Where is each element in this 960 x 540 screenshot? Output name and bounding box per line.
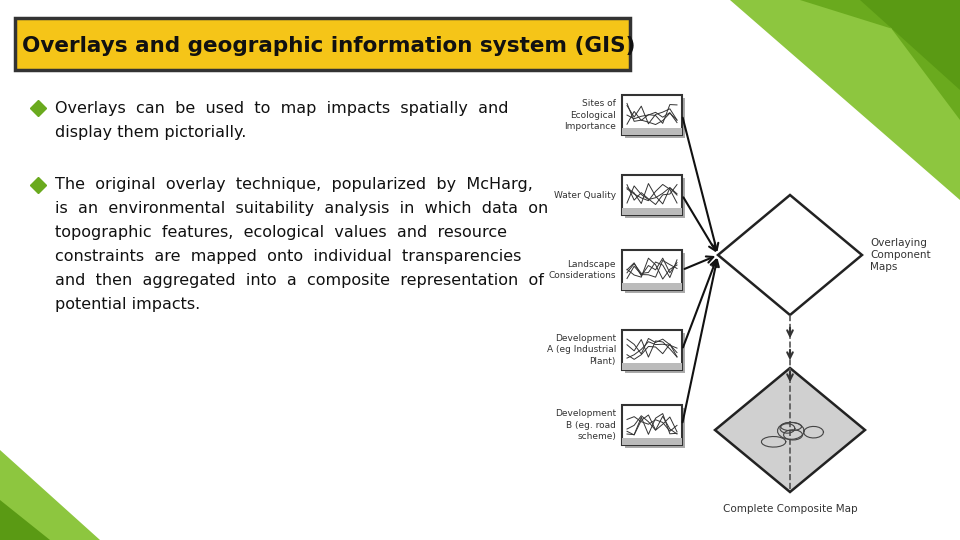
FancyBboxPatch shape <box>622 330 682 370</box>
Polygon shape <box>800 0 960 120</box>
Text: display them pictorially.: display them pictorially. <box>55 125 247 139</box>
Text: constraints  are  mapped  onto  individual  transparencies: constraints are mapped onto individual t… <box>55 249 521 265</box>
Text: and  then  aggregated  into  a  composite  representation  of: and then aggregated into a composite rep… <box>55 273 544 288</box>
FancyBboxPatch shape <box>625 408 685 448</box>
FancyBboxPatch shape <box>622 175 682 215</box>
Text: potential impacts.: potential impacts. <box>55 298 201 313</box>
Polygon shape <box>0 450 100 540</box>
Polygon shape <box>715 368 865 492</box>
Text: is  an  environmental  suitability  analysis  in  which  data  on: is an environmental suitability analysis… <box>55 201 548 217</box>
Text: Development
A (eg Industrial
Plant): Development A (eg Industrial Plant) <box>546 334 616 366</box>
FancyBboxPatch shape <box>625 98 685 138</box>
Text: Overlaying
Component
Maps: Overlaying Component Maps <box>870 238 930 272</box>
FancyBboxPatch shape <box>622 438 682 445</box>
FancyBboxPatch shape <box>622 95 682 135</box>
FancyBboxPatch shape <box>625 253 685 293</box>
Text: Complete Composite Map: Complete Composite Map <box>723 504 857 514</box>
Text: Overlays and geographic information system (GIS): Overlays and geographic information syst… <box>22 36 636 56</box>
FancyBboxPatch shape <box>622 405 682 445</box>
FancyBboxPatch shape <box>622 208 682 215</box>
Polygon shape <box>0 500 50 540</box>
FancyBboxPatch shape <box>622 128 682 135</box>
FancyBboxPatch shape <box>625 178 685 218</box>
Polygon shape <box>718 195 862 315</box>
FancyBboxPatch shape <box>625 333 685 373</box>
FancyBboxPatch shape <box>622 363 682 370</box>
Text: Sites of
Ecological
Importance: Sites of Ecological Importance <box>564 99 616 131</box>
FancyBboxPatch shape <box>622 283 682 290</box>
Text: The  original  overlay  technique,  popularized  by  McHarg,: The original overlay technique, populari… <box>55 178 533 192</box>
Text: Development
B (eg. road
scheme): Development B (eg. road scheme) <box>555 409 616 441</box>
FancyBboxPatch shape <box>622 250 682 290</box>
Text: Landscape
Considerations: Landscape Considerations <box>548 260 616 280</box>
Polygon shape <box>860 0 960 90</box>
Text: Overlays  can  be  used  to  map  impacts  spatially  and: Overlays can be used to map impacts spat… <box>55 100 509 116</box>
FancyBboxPatch shape <box>15 18 630 70</box>
Polygon shape <box>730 0 960 200</box>
Text: Water Quality: Water Quality <box>554 191 616 199</box>
Text: topographic  features,  ecological  values  and  resource: topographic features, ecological values … <box>55 226 507 240</box>
